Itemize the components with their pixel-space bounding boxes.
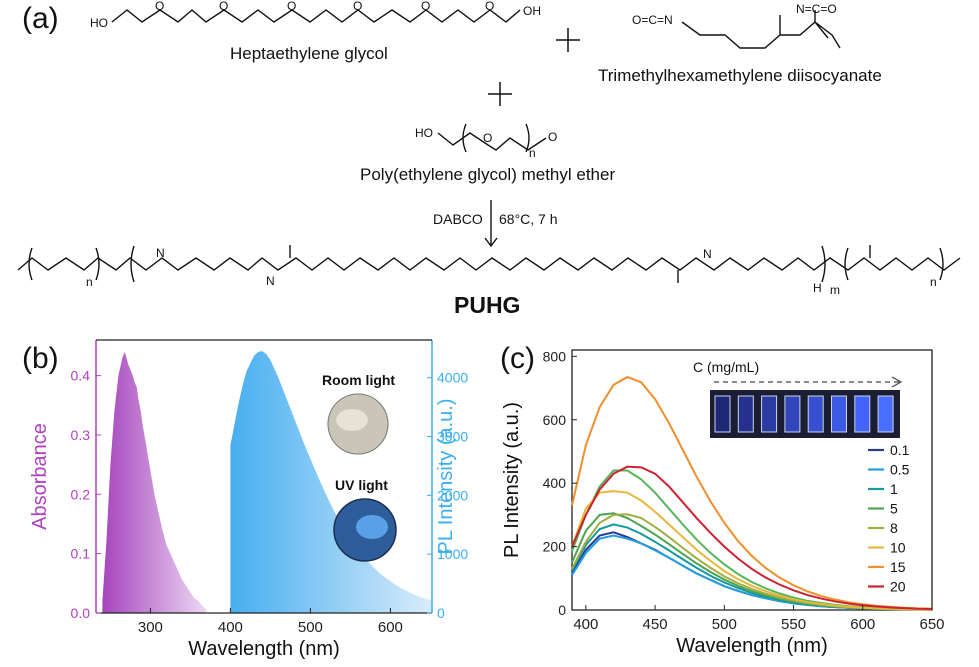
x-tick-label: 450 bbox=[643, 616, 668, 633]
y-tick-label: 600 bbox=[543, 412, 567, 428]
peg-methyl-ether-chain bbox=[437, 132, 547, 151]
methyl-o-label: O bbox=[548, 130, 557, 144]
h-label: H bbox=[813, 281, 822, 295]
vial bbox=[737, 395, 754, 433]
nco-label: N=C=O bbox=[796, 2, 837, 16]
catalyst-label: DABCO bbox=[433, 211, 483, 227]
vial bbox=[761, 395, 778, 433]
y-tick-label: 400 bbox=[543, 475, 567, 491]
diisocyanate-name: Trimethylhexamethylene diisocyanate bbox=[598, 66, 882, 85]
x-tick-label: 550 bbox=[781, 616, 806, 633]
heptaethylene-glycol-name: Heptaethylene glycol bbox=[230, 44, 388, 63]
x-tick-label: 400 bbox=[218, 619, 243, 636]
vial bbox=[854, 395, 871, 433]
legend-label: 8 bbox=[890, 520, 898, 536]
panel-b-label: (b) bbox=[22, 342, 59, 375]
reaction-scheme: HO OH O O O O O O O=C=N N=C=O HO O n O N… bbox=[17, 0, 961, 297]
m-subscript: m bbox=[830, 283, 840, 297]
y-left-tick-label: 0.1 bbox=[71, 546, 91, 562]
y-right-tick-label: 2000 bbox=[437, 487, 468, 503]
legend-label: 0.5 bbox=[890, 462, 910, 478]
x-axis-label: Wavelength (nm) bbox=[676, 635, 828, 657]
vial bbox=[831, 395, 847, 433]
x-tick-label: 500 bbox=[298, 619, 323, 636]
room-light-sample bbox=[336, 409, 368, 431]
n-label: N bbox=[156, 246, 165, 260]
legend-label: 20 bbox=[890, 579, 906, 595]
concentration-pl-chart: 400 450 500 550 600 650 0 200 400 600 800 Wavelengt… bbox=[500, 342, 945, 657]
y-left-tick-label: 0.3 bbox=[71, 427, 91, 443]
ho-label: HO bbox=[415, 126, 433, 140]
o-label: O bbox=[421, 0, 430, 13]
y-right-tick-label: 1000 bbox=[437, 546, 468, 562]
oce-label: O=C=N bbox=[632, 13, 673, 27]
product-chain bbox=[17, 257, 961, 271]
product-name: PUHG bbox=[454, 292, 521, 318]
o-label: O bbox=[155, 0, 164, 13]
o-label: O bbox=[219, 0, 228, 13]
n-subscript: n bbox=[930, 275, 937, 289]
x-tick-label: 300 bbox=[138, 619, 163, 636]
series-line bbox=[571, 465, 933, 611]
vial bbox=[807, 395, 824, 433]
vial bbox=[784, 395, 801, 433]
legend-label: 10 bbox=[890, 540, 906, 556]
vial bbox=[714, 395, 731, 433]
absorbance-area bbox=[102, 351, 207, 613]
x-axis-label: Wavelength (nm) bbox=[188, 638, 340, 660]
series-line bbox=[571, 490, 933, 611]
y-left-tick-label: 0.0 bbox=[71, 605, 91, 621]
uv-light-label: UV light bbox=[335, 477, 388, 493]
n-subscript: n bbox=[529, 146, 536, 160]
n-label: N bbox=[703, 247, 712, 261]
uv-light-sample bbox=[356, 515, 388, 539]
vial bbox=[877, 395, 894, 433]
peg-methyl-ether-name: Poly(ethylene glycol) methyl ether bbox=[360, 165, 616, 184]
x-tick-label: 400 bbox=[573, 616, 598, 633]
y-tick-label: 0 bbox=[558, 602, 566, 618]
x-tick-label: 500 bbox=[712, 616, 737, 633]
y-left-tick-label: 0.2 bbox=[71, 486, 91, 502]
series-line bbox=[571, 531, 933, 611]
inset-axis-label: C (mg/mL) bbox=[693, 359, 759, 375]
y-tick-label: 200 bbox=[543, 539, 567, 555]
legend-label: 15 bbox=[890, 559, 906, 575]
pl-area bbox=[230, 351, 432, 613]
ho-label: HO bbox=[90, 16, 108, 30]
o-label: O bbox=[483, 131, 492, 145]
o-label: O bbox=[485, 0, 494, 13]
oh-label: OH bbox=[523, 4, 541, 18]
o-label: O bbox=[353, 0, 362, 13]
y-left-tick-label: 0.4 bbox=[71, 368, 91, 384]
x-tick-label: 600 bbox=[850, 616, 875, 633]
y-left-axis-label: Absorbance bbox=[29, 423, 51, 530]
conditions-label: 68°C, 7 h bbox=[499, 211, 558, 227]
panel-c-label: (c) bbox=[500, 342, 535, 375]
y-right-axis-label: PL Intensity (a.u.) bbox=[435, 399, 457, 555]
legend-label: 5 bbox=[890, 501, 898, 517]
y-right-tick-label: 3000 bbox=[437, 428, 468, 444]
n-subscript: n bbox=[86, 275, 93, 289]
y-tick-label: 800 bbox=[543, 348, 567, 364]
legend-label: 1 bbox=[890, 481, 898, 497]
y-right-tick-label: 4000 bbox=[437, 370, 468, 386]
inset-arrow-head bbox=[891, 376, 903, 388]
heptaethylene-glycol-chain bbox=[111, 9, 521, 23]
n-label: N bbox=[266, 274, 275, 288]
diisocyanate-chain bbox=[681, 21, 841, 49]
plot-frame bbox=[571, 349, 933, 611]
o-label: O bbox=[287, 0, 296, 13]
absorbance-pl-chart: 300 400 500 600 0.0 0.1 0.2 0.3 0.4 0 1000 2000 3000… bbox=[22, 339, 468, 660]
panel-a-label: (a) bbox=[22, 2, 59, 35]
x-tick-label: 600 bbox=[378, 619, 403, 636]
legend-label: 0.1 bbox=[890, 442, 910, 458]
y-axis-label: PL Intensity (a.u.) bbox=[501, 402, 523, 558]
room-light-label: Room light bbox=[322, 372, 395, 388]
y-right-tick-label: 0 bbox=[437, 605, 445, 621]
x-tick-label: 650 bbox=[919, 616, 944, 633]
